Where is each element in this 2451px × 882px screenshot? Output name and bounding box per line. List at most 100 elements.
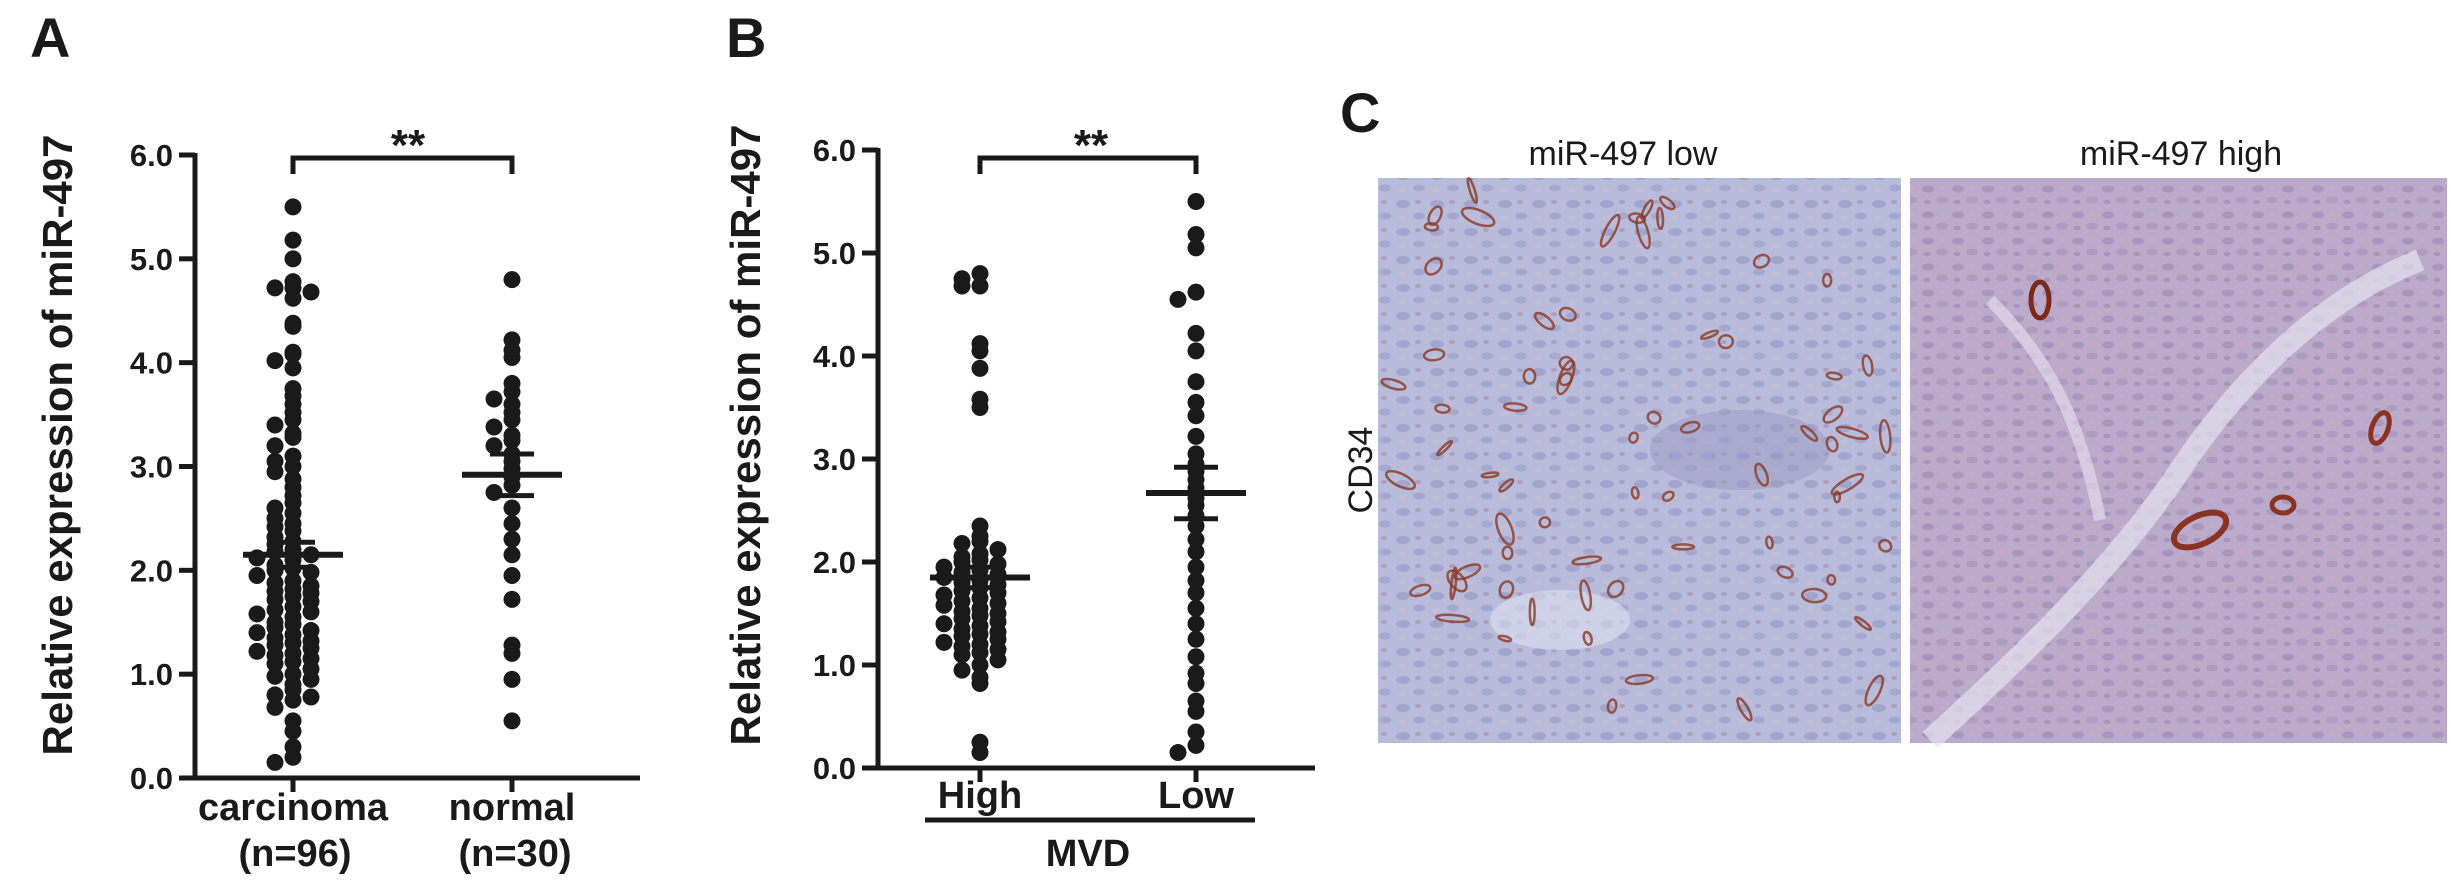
data-point [266,601,284,619]
stained-vessel [1826,573,1837,586]
stained-vessel [1579,579,1593,612]
stained-vessel [1558,306,1577,323]
stained-vessel [1800,424,1819,442]
data-point [971,265,989,283]
y-tick-label: 5.0 [813,236,856,271]
data-point [503,411,521,429]
data-point [503,712,521,730]
significance-bracket [290,155,515,174]
panel-b-axes [875,148,1315,782]
data-point [1187,239,1205,257]
data-point [1169,290,1187,308]
data-point [1187,572,1205,590]
data-point [971,342,989,360]
stained-vessel [1627,212,1647,224]
stained-vessel [1646,410,1662,425]
panel-b-chart: Relative expression of miR-497 0.0 1.0 2.0… [722,121,1315,875]
stained-vessel [1498,478,1515,493]
y-tick-label: 0.0 [813,751,856,786]
stained-vessel [1830,472,1865,496]
data-point [971,399,989,416]
stained-vessel [1776,565,1794,579]
data-point [503,271,521,289]
data-point [1187,736,1205,754]
stained-vessel [1380,377,1407,391]
data-point [953,646,971,664]
data-point [935,596,953,614]
panel-c-y-label: CD34 [1342,427,1380,514]
y-tick-label: 0.0 [130,761,173,796]
panel-a-significance-stars: ** [391,121,426,170]
data-point [971,675,989,693]
data-point [1169,744,1187,762]
panel-b-category-low: Low [1158,775,1234,817]
stained-vessel [1466,177,1478,204]
panel-b-group-label: MVD [1046,833,1130,875]
data-point [284,359,302,377]
panel-a-n-normal: (n=30) [459,833,572,875]
stained-vessel [1422,348,1446,362]
data-point [1187,193,1205,210]
stained-vessel [1409,583,1432,598]
data-point [1187,407,1205,425]
data-point [1187,648,1205,666]
data-point [1187,530,1205,548]
histology-image-low [1378,177,1901,743]
stained-vessel [1835,425,1870,441]
data-point [266,416,284,434]
data-point [284,317,302,335]
panel-b-category-high: High [938,775,1022,817]
stained-vessel [1446,569,1468,593]
panel-a-y-ticks: 0.0 1.0 2.0 3.0 4.0 5.0 6.0 [130,138,195,796]
panel-a-n-carcinoma: (n=96) [239,833,352,875]
stained-vessel [1832,490,1842,504]
panel-a-chart: Relative expression of miR-497 0.0 1.0 2.0… [34,121,640,875]
stained-vessel [1752,253,1771,269]
y-tick-label: 2.0 [813,545,856,580]
stained-vessel [1436,439,1453,457]
data-point [1187,225,1205,243]
stained-vessel [1498,580,1515,599]
stained-vessel [1822,405,1844,424]
stained-vessel [1453,563,1482,581]
stained-vessel [1635,215,1651,250]
stained-vessel [1424,257,1443,276]
data-point [266,655,284,673]
stained-vessel [1658,195,1676,211]
data-point [266,352,284,370]
stained-vessel [1599,213,1621,248]
panel-a-significance: ** [290,121,515,174]
stained-vessel [1853,615,1873,631]
data-point [503,530,521,548]
stained-vessel [1628,431,1640,444]
data-point [284,198,302,216]
data-point [503,546,521,564]
panel-b-significance-stars: ** [1074,121,1109,170]
data-point [1187,393,1205,411]
stained-vessel [1878,418,1892,454]
data-point [248,642,266,660]
data-point [266,753,284,771]
data-point [284,653,302,671]
stained-vessel [1640,199,1654,219]
data-point [503,590,521,608]
y-tick-label: 6.0 [130,138,173,173]
stained-vessel [1821,272,1833,288]
data-point [485,437,503,455]
data-point [1187,324,1205,342]
stained-vessel [1736,697,1753,722]
data-point [284,458,302,475]
panel-b-mean-bars [930,464,1246,591]
data-point [266,279,284,297]
stained-vessel [1495,512,1515,546]
data-point [1187,615,1205,633]
y-tick-label: 5.0 [130,242,173,277]
data-point [971,532,989,550]
y-tick-label: 3.0 [130,450,173,485]
panel-a-mean-bars [243,451,562,570]
data-point [1187,630,1205,648]
stained-vessel [1460,206,1496,228]
panel-c-letter: C [1340,81,1380,144]
data-point [953,661,971,679]
data-point [248,567,266,585]
